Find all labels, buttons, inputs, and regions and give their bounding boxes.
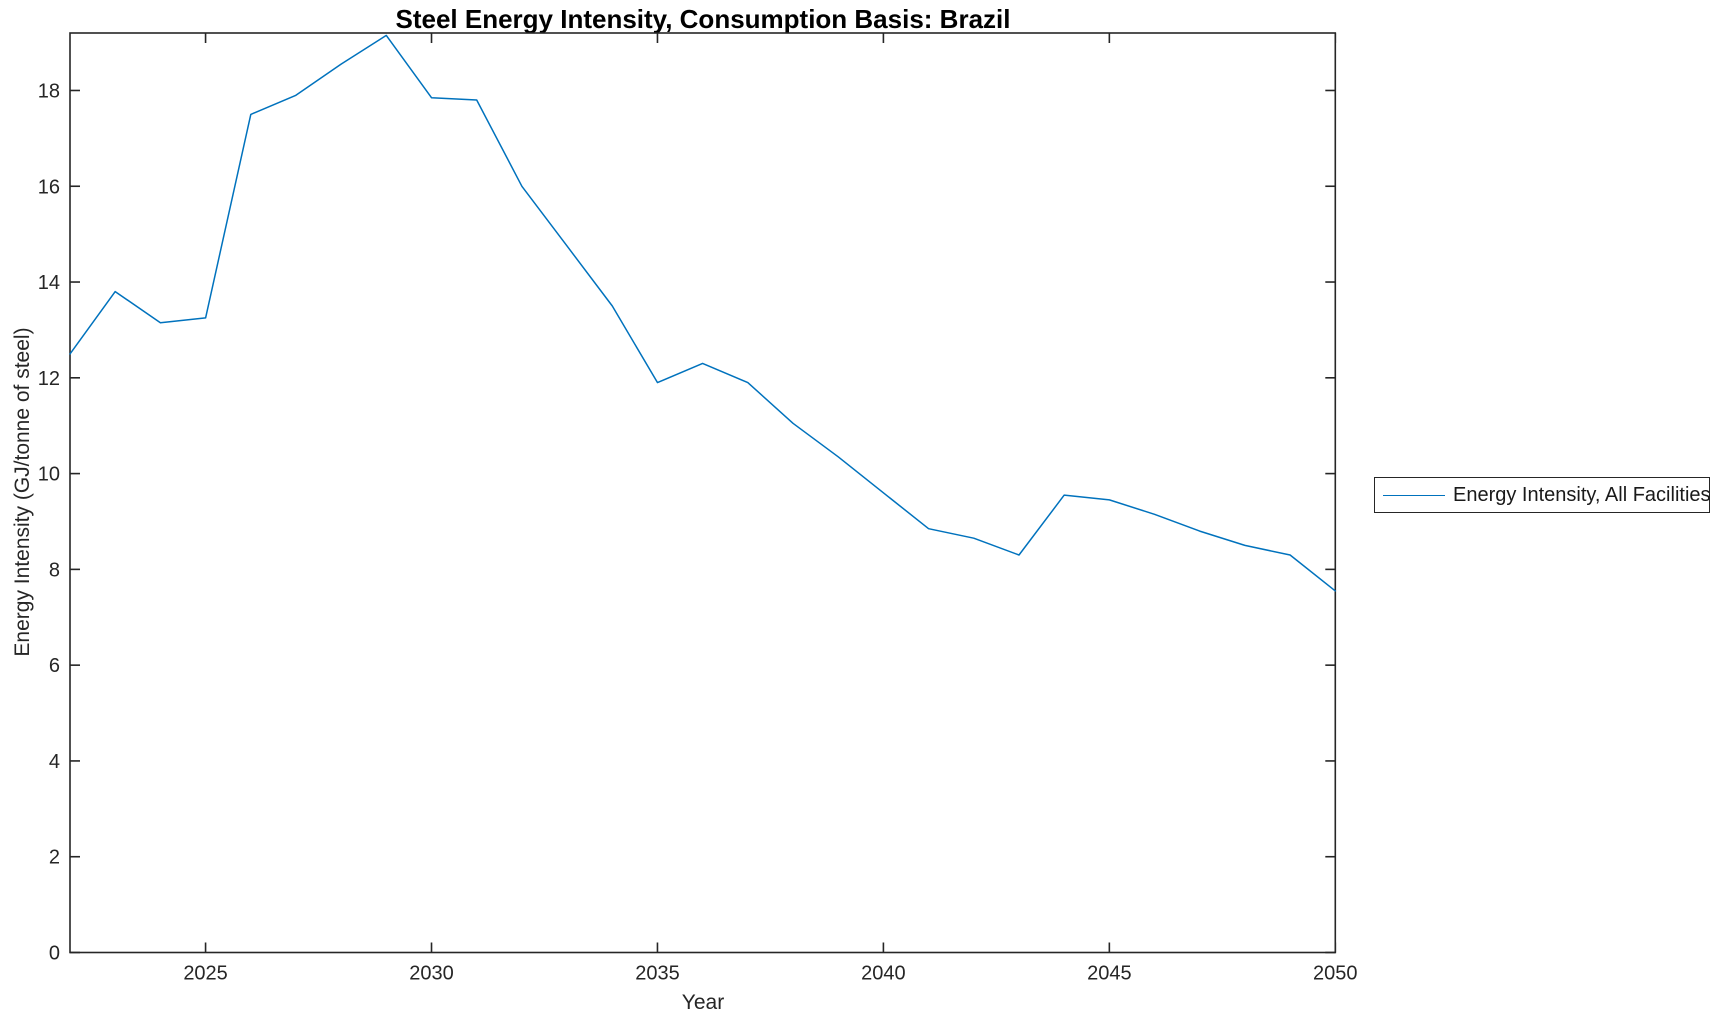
- y-tick-label: 2: [49, 847, 60, 869]
- x-tick-label: 2040: [861, 963, 906, 985]
- y-axis-label: Energy Intensity (GJ/tonne of steel): [11, 327, 34, 657]
- legend-line-sample-icon: [1383, 494, 1445, 496]
- x-tick-label: 2050: [1313, 963, 1358, 985]
- x-tick-label: 2030: [409, 963, 454, 985]
- y-tick-label: 14: [38, 272, 60, 294]
- x-axis-label: Year: [681, 991, 725, 1014]
- y-tick-label: 12: [38, 368, 60, 390]
- x-tick-label: 2025: [183, 963, 228, 985]
- legend: Energy Intensity, All Facilities: [1374, 477, 1711, 513]
- legend-entry-label: Energy Intensity, All Facilities: [1453, 483, 1711, 506]
- axes-frame: [69, 32, 1337, 954]
- y-tick-label: 10: [38, 464, 60, 486]
- y-tick-label: 8: [49, 559, 60, 581]
- y-tick-label: 0: [49, 943, 60, 965]
- y-tick-label: 4: [49, 751, 60, 773]
- x-tick-label: 2045: [1087, 963, 1132, 985]
- chart-title: Steel Energy Intensity, Consumption Basi…: [395, 4, 1011, 34]
- x-tick-label: 2035: [635, 963, 680, 985]
- y-tick-label: 18: [38, 80, 60, 102]
- y-tick-label: 16: [38, 176, 60, 198]
- energy-intensity-line: [69, 34, 1337, 592]
- y-tick-label: 6: [49, 655, 60, 677]
